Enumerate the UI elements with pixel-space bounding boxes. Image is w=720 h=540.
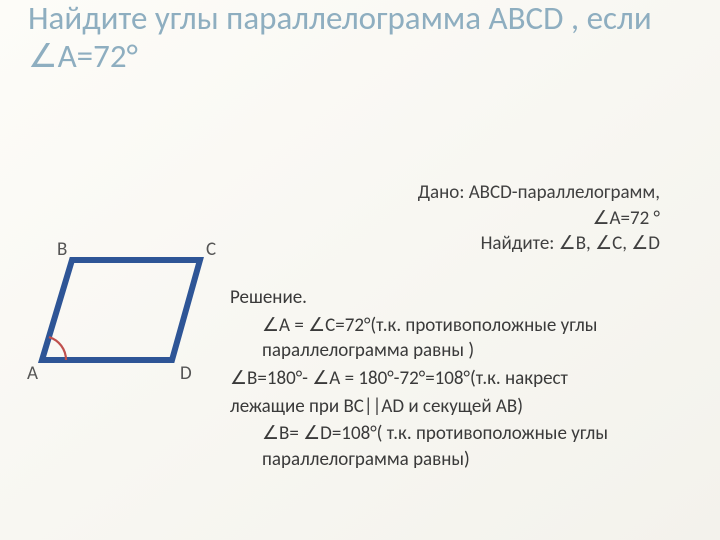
given-line-3: Найдите: ∠В, ∠С, ∠D: [320, 231, 660, 257]
solution-line-4: ∠В= ∠D=108°( т.к. противоположные углы п…: [230, 421, 670, 472]
vertex-label-b: В: [57, 238, 67, 261]
solution-heading: Решение.: [230, 285, 670, 311]
given-block: Дано: АВСD-параллелограмм, ∠А=72 ° Найди…: [320, 180, 660, 257]
parallelogram-diagram: А В С D: [30, 225, 225, 415]
given-line-2: ∠А=72 °: [320, 206, 660, 232]
angle-arc: [49, 337, 66, 360]
solution-line-3: лежащие при ВС||АD и секущей АВ): [230, 394, 670, 420]
solution-line-1: ∠А = ∠С=72°(т.к. противоположные углы па…: [230, 313, 670, 364]
vertex-label-d: D: [180, 362, 192, 385]
vertex-label-a: А: [27, 362, 38, 385]
solution-block: Решение. ∠А = ∠С=72°(т.к. противоположны…: [230, 285, 670, 474]
vertex-label-c: С: [206, 238, 216, 261]
solution-line-2: ∠В=180°- ∠А = 180°-72°=108°(т.к. накрест: [230, 366, 670, 392]
page-title: Найдите углы параллелограмма ABCD , если…: [28, 0, 680, 76]
given-line-1: Дано: АВСD-параллелограмм,: [320, 180, 660, 206]
parallelogram-shape: [42, 260, 200, 360]
